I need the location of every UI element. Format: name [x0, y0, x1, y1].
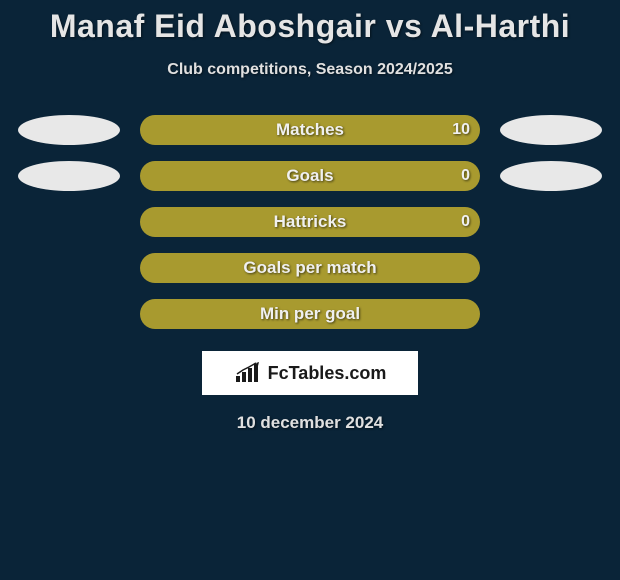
left-ellipse-placeholder: [18, 207, 120, 237]
stat-value: 10: [452, 121, 470, 139]
stat-label: Goals: [286, 166, 333, 186]
left-ellipse-icon: [18, 161, 120, 191]
stat-bar: Hattricks 0: [140, 207, 480, 237]
stat-row-min-per-goal: Min per goal: [0, 291, 620, 337]
stat-bar: Goals 0: [140, 161, 480, 191]
stat-value: 0: [461, 167, 470, 185]
stat-row-matches: Matches 10: [0, 107, 620, 153]
stat-label: Hattricks: [274, 212, 347, 232]
stat-label: Min per goal: [260, 304, 360, 324]
right-ellipse-placeholder: [500, 299, 602, 329]
right-ellipse-placeholder: [500, 207, 602, 237]
stat-label: Matches: [276, 120, 344, 140]
chart-icon: [234, 362, 262, 384]
right-ellipse-icon: [500, 161, 602, 191]
brand-text: FcTables.com: [268, 363, 387, 384]
left-ellipse-placeholder: [18, 299, 120, 329]
stat-label: Goals per match: [243, 258, 376, 278]
stat-row-goals: Goals 0: [0, 153, 620, 199]
stats-container: Matches 10 Goals 0 Hattricks 0 Goals per…: [0, 107, 620, 337]
stat-bar: Goals per match: [140, 253, 480, 283]
date-text: 10 december 2024: [0, 413, 620, 433]
stat-row-goals-per-match: Goals per match: [0, 245, 620, 291]
right-ellipse-icon: [500, 115, 602, 145]
left-ellipse-placeholder: [18, 253, 120, 283]
brand-logo-box[interactable]: FcTables.com: [202, 351, 418, 395]
stat-value: 0: [461, 213, 470, 231]
comparison-title: Manaf Eid Aboshgair vs Al-Harthi: [0, 0, 620, 45]
subtitle: Club competitions, Season 2024/2025: [0, 61, 620, 79]
stat-row-hattricks: Hattricks 0: [0, 199, 620, 245]
stat-bar: Matches 10: [140, 115, 480, 145]
stat-bar: Min per goal: [140, 299, 480, 329]
left-ellipse-icon: [18, 115, 120, 145]
right-ellipse-placeholder: [500, 253, 602, 283]
